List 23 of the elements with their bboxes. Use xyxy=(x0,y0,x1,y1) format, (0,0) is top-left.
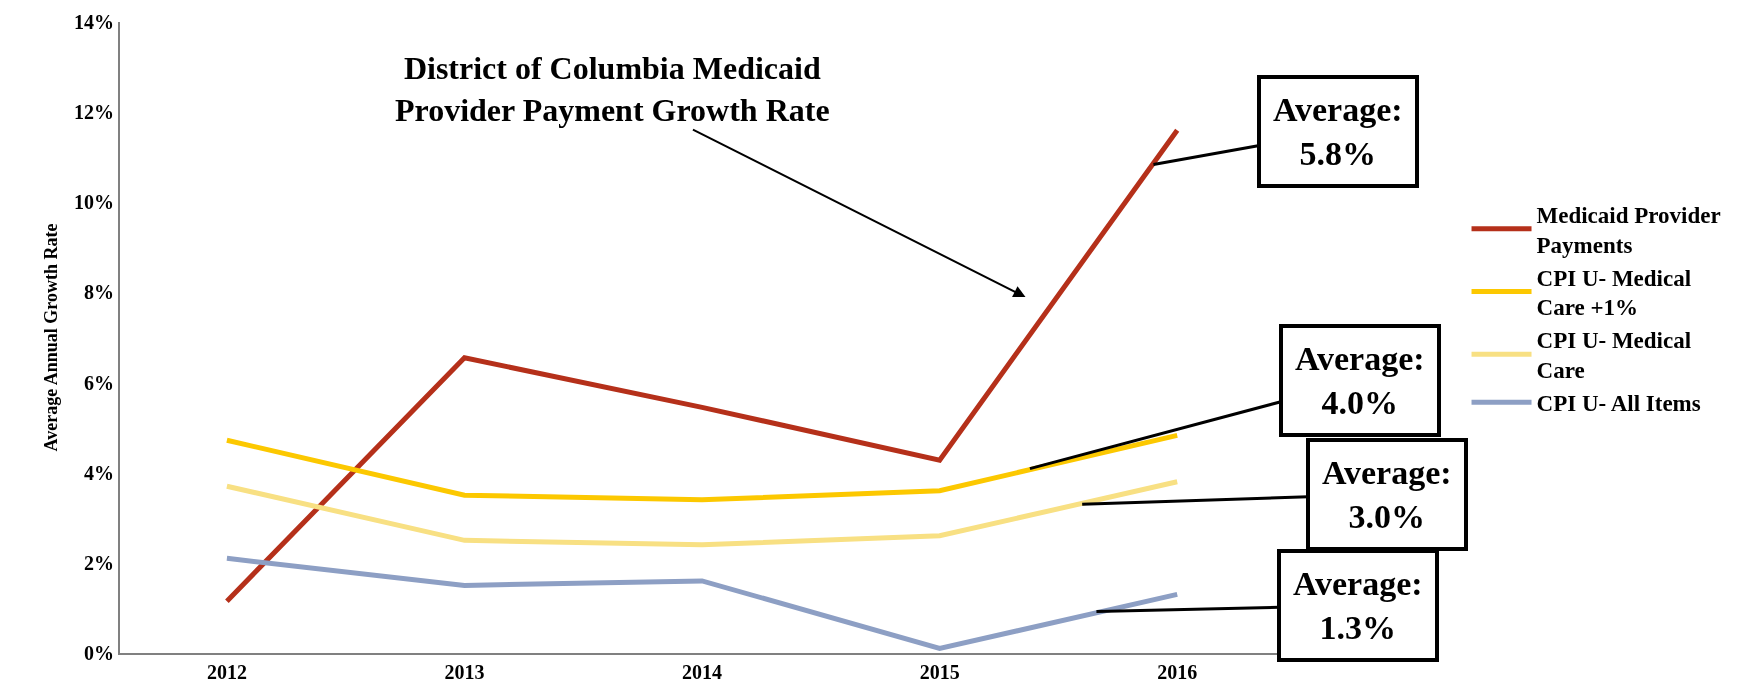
annotation: Average: 3.0% xyxy=(1322,454,1452,536)
x-tick-label: 2016 xyxy=(1157,661,1198,683)
y-tick-label: 8% xyxy=(84,281,114,304)
annotation: District of Columbia Medicaid Provider Payment Growth Rate xyxy=(395,50,830,128)
x-tick-label: 2014 xyxy=(682,661,723,683)
annotation: Average: 5.8% xyxy=(1273,91,1403,173)
legend-label: CPI U- All Items xyxy=(1536,391,1701,417)
legend-label: CPI U- Medical Care +1% xyxy=(1536,265,1692,321)
x-tick-label: 2013 xyxy=(444,661,485,683)
annotation: Average: 1.3% xyxy=(1293,565,1423,647)
y-tick-label: 10% xyxy=(74,191,114,214)
y-tick-label: 12% xyxy=(74,101,114,124)
x-tick-label: 2012 xyxy=(206,661,247,683)
annotation: Average: 4.0% xyxy=(1295,340,1425,422)
y-tick-label: 4% xyxy=(84,461,114,484)
y-tick-label: 0% xyxy=(84,642,114,664)
x-tick-label: 2015 xyxy=(919,661,960,683)
y-tick-label: 14% xyxy=(74,11,114,33)
legend-label: Medicaid Provider Payments xyxy=(1536,202,1721,258)
legend-label: CPI U- Medical Care xyxy=(1536,328,1692,384)
y-tick-label: 2% xyxy=(84,551,114,574)
y-axis-title: Average Annual Growth Rate xyxy=(40,223,61,452)
y-tick-label: 6% xyxy=(84,371,114,394)
